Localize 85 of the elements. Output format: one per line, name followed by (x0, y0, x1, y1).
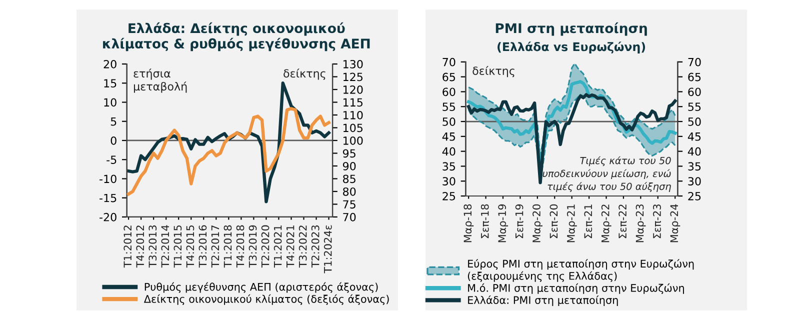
y-tick-label: 65 (442, 72, 456, 82)
y2-tick-label: 40 (688, 147, 701, 156)
x-tick-label: Σεπ-21 (584, 204, 592, 238)
y-tick-label: -10 (100, 174, 116, 184)
y2-tick-label: 125 (343, 72, 362, 82)
x-tick-label: Σεπ-20 (550, 204, 558, 238)
y2-tick-label: 70 (688, 58, 701, 66)
x-tick-label: T1:2021 (274, 226, 282, 268)
legend-label: Ελλάδα: PMI στη μεταποίηση (468, 296, 618, 306)
y2-tick-label: 30 (688, 177, 701, 186)
legend-label: Δείκτης οικονομικού κλίματος (δεξιός άξονας) (144, 294, 389, 305)
x-tick-label: T1:2015 (174, 226, 182, 268)
x-tick-label: T1:2018 (224, 225, 232, 268)
x-tick-label: Μαρ-22 (601, 204, 612, 242)
y2-tick-label: 65 (688, 72, 701, 82)
y-tick-label: -20 (100, 212, 116, 222)
y-tick-label: 55 (442, 102, 456, 111)
y2-tick-label: 100 (343, 136, 363, 145)
x-tick-label: Σεπ-19 (515, 204, 524, 238)
y-axis-title: δείκτης (472, 66, 514, 78)
y2-tick-label: 85 (343, 174, 356, 184)
chart-title: Ελλάδα: Δείκτης οικονομικού κλίματος & ρυθμός μεγέθυνσης ΑΕΠ (103, 22, 370, 52)
y2-tick-label: 75 (343, 200, 356, 209)
x-tick-label: Σεπ-18 (480, 204, 489, 238)
y2-tick-label: 80 (343, 187, 356, 196)
y2-tick-label: 25 (688, 192, 701, 200)
x-tick-label: T2:2020 (261, 225, 270, 268)
y-tick-label: 15 (104, 79, 116, 88)
y2-tick-label: 55 (688, 102, 701, 111)
y2-tick-label: 45 (688, 132, 701, 141)
chart-title: PMI στη μεταποίηση (496, 22, 647, 36)
y-tick-label: 20 (104, 60, 116, 68)
y-tick-label: -15 (100, 194, 116, 202)
y2-tick-label: 60 (688, 88, 701, 96)
y-tick-label: 30 (442, 177, 456, 186)
x-tick-label: Μαρ-20 (532, 204, 542, 242)
x-tick-label: T2:2017 (211, 225, 220, 268)
y-tick-label: 10 (104, 98, 116, 107)
y2-tick-label: 105 (343, 124, 362, 132)
y2-tick-label: 50 (688, 117, 701, 126)
legend-label: Εύρος PMI στη μεταποίηση στην Ευρωζώνη (εξαιρουμένης της Ελλάδας) (468, 259, 694, 282)
y-tick-label: 70 (442, 58, 456, 66)
x-tick-label: Μαρ-24 (670, 204, 680, 242)
y-tick-label: 40 (442, 147, 456, 156)
y-tick-label: -5 (106, 156, 116, 164)
x-tick-label: T1:2024ε (324, 225, 332, 274)
x-tick-label: Σεπ-23 (653, 204, 661, 238)
x-tick-label: T4:2018 (236, 225, 244, 268)
y-axis-title: ετήσια μεταβολή (134, 68, 187, 93)
y2-tick-label: 35 (688, 162, 701, 171)
annotation: Τιμές κάτω του 50 υποδεικνύουν μείωση, ενώ τιμές άνω του 50 αύξηση (542, 156, 671, 192)
y-tick-label: 45 (442, 132, 456, 141)
x-tick-label: Μαρ-23 (636, 204, 646, 242)
y-tick-label: 0 (110, 136, 116, 145)
x-tick-label: Μαρ-18 (464, 204, 474, 242)
legend-label: Μ.ό. PMI στη μεταποίηση στην Ευρωζώνη (468, 283, 684, 294)
line-series (126, 107, 330, 196)
x-tick-label: T2:2023 (311, 225, 320, 268)
y-tick-label: 35 (442, 162, 456, 171)
x-tick-label: T4:2021 (286, 226, 294, 268)
x-tick-label: T3:2022 (298, 226, 307, 268)
y2-tick-label: 130 (343, 60, 363, 68)
y-tick-label: 5 (110, 117, 116, 126)
y2-axis-title: δείκτης (284, 68, 326, 80)
y-tick-label: 60 (442, 88, 456, 96)
y-tick-label: 25 (442, 192, 456, 200)
y2-tick-label: 95 (342, 149, 356, 158)
y2-tick-label: 90 (342, 162, 356, 170)
y2-tick-label: 110 (343, 110, 363, 120)
y2-tick-label: 115 (343, 98, 362, 107)
legend-label: Ρυθμός μεγέθυνσης ΑΕΠ (αριστερός άξονας) (144, 282, 378, 293)
chart-subtitle: (Ελλάδα vs Ευρωζώνη) (498, 42, 646, 54)
x-tick-label: Μαρ-21 (566, 204, 577, 242)
x-tick-label: T3:2019 (248, 225, 257, 268)
y2-tick-label: 120 (343, 85, 363, 94)
x-tick-label: Μαρ-19 (498, 204, 508, 242)
y2-tick-label: 70 (343, 212, 356, 222)
y-tick-label: 50 (442, 117, 456, 126)
x-tick-label: T2:2014 (161, 225, 170, 268)
x-tick-label: T1:2012 (124, 226, 132, 268)
x-tick-label: T4:2015 (186, 226, 194, 268)
x-tick-label: T3:2016 (198, 225, 207, 268)
x-tick-label: Σεπ-22 (618, 204, 627, 238)
x-tick-label: T4:2012 (136, 226, 144, 268)
x-tick-label: T3:2013 (148, 225, 157, 268)
